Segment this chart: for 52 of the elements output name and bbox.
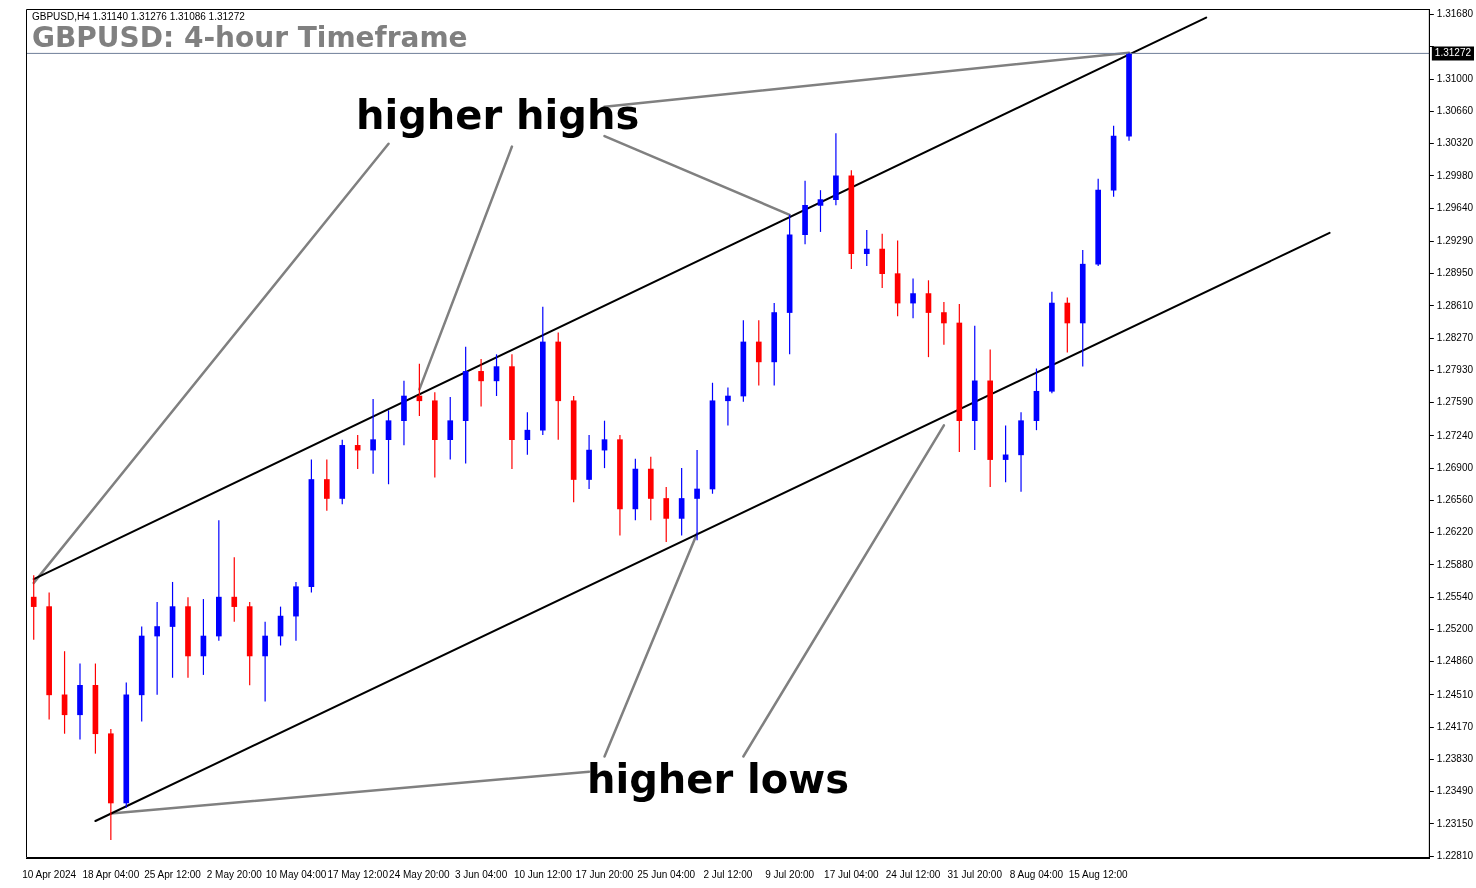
x-tick-label: 24 May 20:00 (389, 868, 451, 880)
candlestick (447, 396, 454, 461)
x-tick-label: 15 Aug 12:00 (1068, 868, 1129, 880)
y-tick-label: 1.23490 (1436, 785, 1474, 797)
y-tick-label: 1.29640 (1436, 201, 1474, 213)
x-tick-label: 3 Jun 04:00 (454, 868, 508, 880)
x-tick-label: 10 Jun 12:00 (513, 868, 573, 880)
x-tick-label: 18 Apr 04:00 (82, 868, 140, 880)
x-tick-label: 17 May 12:00 (327, 868, 389, 880)
y-tick-label: 1.29290 (1436, 235, 1474, 247)
y-tick-label: 1.25540 (1436, 590, 1474, 602)
x-tick-label: 31 Jul 20:00 (947, 868, 1003, 880)
y-tick-label: 1.27930 (1436, 364, 1474, 376)
y-tick-label: 1.24170 (1436, 720, 1474, 732)
y-tick-label: 1.23150 (1436, 817, 1474, 829)
y-tick-label: 1.30320 (1436, 137, 1474, 149)
x-tick-label: 17 Jul 04:00 (824, 868, 880, 880)
candlestick (324, 458, 330, 512)
x-tick-label: 2 May 20:00 (206, 868, 263, 880)
x-tick-label: 10 Apr 2024 (22, 868, 77, 880)
x-tick-label: 2 Jul 12:00 (703, 868, 753, 880)
y-tick-label: 1.26560 (1436, 494, 1474, 506)
y-tick-label: 1.26900 (1436, 461, 1474, 473)
y-tick-label: 1.22810 (1436, 849, 1474, 861)
x-tick-label: 8 Aug 04:00 (1009, 868, 1064, 880)
annotation: GBPUSD,H4 1.31140 1.31276 1.31086 1.31272 (32, 11, 245, 23)
x-tick-label: 9 Jul 20:00 (765, 868, 815, 880)
ref-line-label: 1.31272 (1434, 47, 1472, 59)
y-tick-label: 1.26220 (1436, 526, 1474, 538)
annotation: higher highs (356, 92, 640, 138)
y-tick-label: 1.25880 (1436, 558, 1474, 570)
y-tick-label: 1.23830 (1436, 753, 1474, 765)
y-tick-label: 1.28270 (1436, 331, 1474, 343)
y-tick-label: 1.29980 (1436, 169, 1474, 181)
y-tick-label: 1.28950 (1436, 267, 1474, 279)
y-tick-label: 1.28610 (1436, 299, 1474, 311)
y-tick-label: 1.24860 (1436, 655, 1474, 667)
x-tick-label: 17 Jun 20:00 (575, 868, 634, 880)
x-tick-label: 10 May 04:00 (265, 868, 327, 880)
y-tick-label: 1.31680 (1436, 8, 1474, 20)
y-tick-label: 1.27240 (1436, 429, 1474, 441)
candlestick (663, 486, 670, 543)
x-tick-label: 25 Jun 04:00 (637, 868, 696, 880)
annotation: higher lows (587, 756, 850, 802)
text: GBPUSD: 4-hour Timeframe (32, 21, 468, 54)
y-tick-label: 1.30660 (1436, 105, 1474, 117)
y-tick-label: 1.31000 (1436, 72, 1474, 84)
x-tick-label: 24 Jul 12:00 (885, 868, 941, 880)
x-tick-label: 25 Apr 12:00 (144, 868, 202, 880)
y-tick-label: 1.24510 (1436, 688, 1474, 700)
y-tick-label: 1.25200 (1436, 623, 1474, 635)
y-tick-label: 1.27590 (1436, 396, 1474, 408)
